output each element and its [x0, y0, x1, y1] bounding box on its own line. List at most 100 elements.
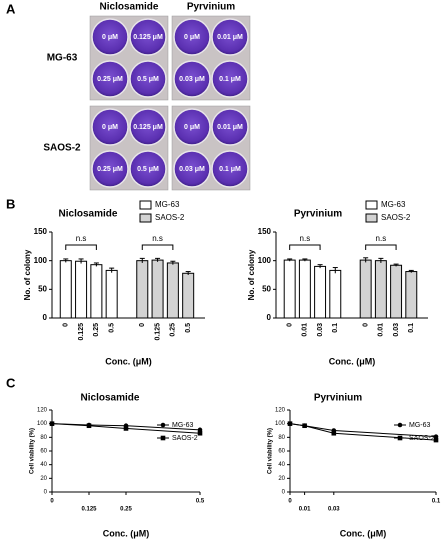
well: [129, 60, 167, 98]
well: [173, 60, 211, 98]
well-label: 0.25 μM: [97, 76, 123, 83]
bar: [298, 259, 311, 319]
well: [173, 150, 211, 188]
well: [129, 150, 167, 188]
legend-swatch: [139, 200, 152, 210]
legend-swatch: [365, 200, 378, 210]
x-tick-label: 0: [139, 323, 146, 327]
y-tick-label: 0: [267, 313, 272, 322]
annotation: n.s: [152, 234, 163, 243]
point: [433, 437, 439, 443]
bar: [166, 262, 179, 319]
legend-label: SAOS-2: [172, 435, 198, 442]
y-tick-label: 150: [258, 227, 272, 236]
point: [123, 426, 129, 431]
bar: [359, 259, 372, 319]
well-label: 0.1 μM: [219, 166, 241, 173]
annotation: n.s: [76, 234, 87, 243]
bar: [59, 260, 72, 319]
y-axis-label: Cell viability (%): [30, 428, 36, 474]
legend-marker: [160, 435, 166, 441]
well: [173, 108, 211, 146]
legend-label: SAOS-2: [155, 213, 185, 222]
well: [173, 18, 211, 56]
well-label: 0.03 μM: [179, 166, 205, 173]
bar: [136, 260, 149, 319]
x-tick-label: 0: [363, 323, 370, 327]
x-tick-label: 0.03: [393, 323, 400, 337]
x-tick-label: 0: [288, 499, 292, 505]
y-tick-label: 60: [278, 449, 285, 455]
x-axis-label: Conc. (μM): [329, 356, 376, 366]
chart-title: Pyrvinium: [294, 209, 342, 220]
well-label: 0.5 μM: [137, 166, 159, 173]
x-tick-label: 0: [50, 499, 54, 505]
annotation: n.s: [376, 234, 387, 243]
y-axis-label: No. of colony: [247, 249, 256, 300]
x-tick-label: 0.01: [299, 507, 311, 513]
y-tick-label: 0: [282, 490, 286, 496]
bar: [182, 272, 195, 319]
x-tick-label: 0.25: [170, 323, 177, 337]
well-label: 0 μM: [102, 124, 118, 131]
point: [287, 421, 293, 426]
legend-marker: [397, 422, 403, 428]
x-tick-label: 0.1: [332, 323, 339, 333]
bar: [329, 269, 342, 319]
well-label: 0.01 μM: [217, 124, 243, 131]
y-tick-label: 150: [34, 227, 48, 236]
y-axis-label: No. of colony: [23, 249, 32, 300]
well: [211, 18, 249, 56]
well: [211, 60, 249, 98]
well: [211, 150, 249, 188]
x-tick-label: 0.25: [93, 323, 100, 337]
bar: [314, 265, 327, 319]
bar: [405, 271, 418, 319]
x-tick-label: 0.5: [185, 323, 192, 333]
x-tick-label: 0.03: [328, 507, 340, 513]
bar: [390, 264, 403, 319]
well-label: 0.25 μM: [97, 166, 123, 173]
x-tick-label: 0.5: [109, 323, 116, 333]
well-label: 0 μM: [184, 34, 200, 41]
x-tick-label: 0.25: [120, 507, 132, 513]
y-tick-label: 50: [262, 284, 271, 293]
column-header: Niclosamide: [100, 2, 159, 13]
y-tick-label: 100: [34, 256, 48, 265]
well: [91, 108, 129, 146]
y-tick-label: 60: [40, 449, 47, 455]
well-label: 0 μM: [102, 34, 118, 41]
bracket: [65, 244, 97, 250]
legend-label: MG-63: [155, 200, 180, 209]
x-tick-label: 0.1: [432, 499, 441, 505]
well: [91, 18, 129, 56]
well: [211, 108, 249, 146]
row-label: SAOS-2: [43, 143, 81, 154]
y-tick-label: 20: [40, 476, 47, 482]
y-tick-label: 50: [38, 284, 47, 293]
x-tick-label: 0.01: [378, 323, 385, 337]
row-label: MG-63: [47, 53, 78, 64]
x-axis-label: Conc. (μM): [340, 528, 387, 538]
well: [129, 108, 167, 146]
well: [91, 150, 129, 188]
column-header: Pyrvinium: [187, 2, 235, 13]
line: [289, 423, 437, 441]
bar: [75, 260, 88, 319]
y-tick-label: 0: [43, 313, 48, 322]
x-tick-label: 0.01: [302, 323, 309, 337]
bar: [374, 260, 387, 319]
x-axis-label: Conc. (μM): [103, 528, 150, 538]
bar: [283, 259, 296, 319]
well-label: 0.03 μM: [179, 76, 205, 83]
panel-label: C: [6, 375, 16, 390]
chart-title: Pyrvinium: [314, 393, 362, 404]
panel-label: A: [6, 1, 16, 16]
bar: [90, 264, 103, 319]
annotation: n.s: [300, 234, 311, 243]
point: [302, 423, 307, 429]
x-tick-label: 0: [287, 323, 294, 327]
y-tick-label: 120: [275, 408, 286, 414]
y-tick-label: 80: [278, 435, 285, 441]
